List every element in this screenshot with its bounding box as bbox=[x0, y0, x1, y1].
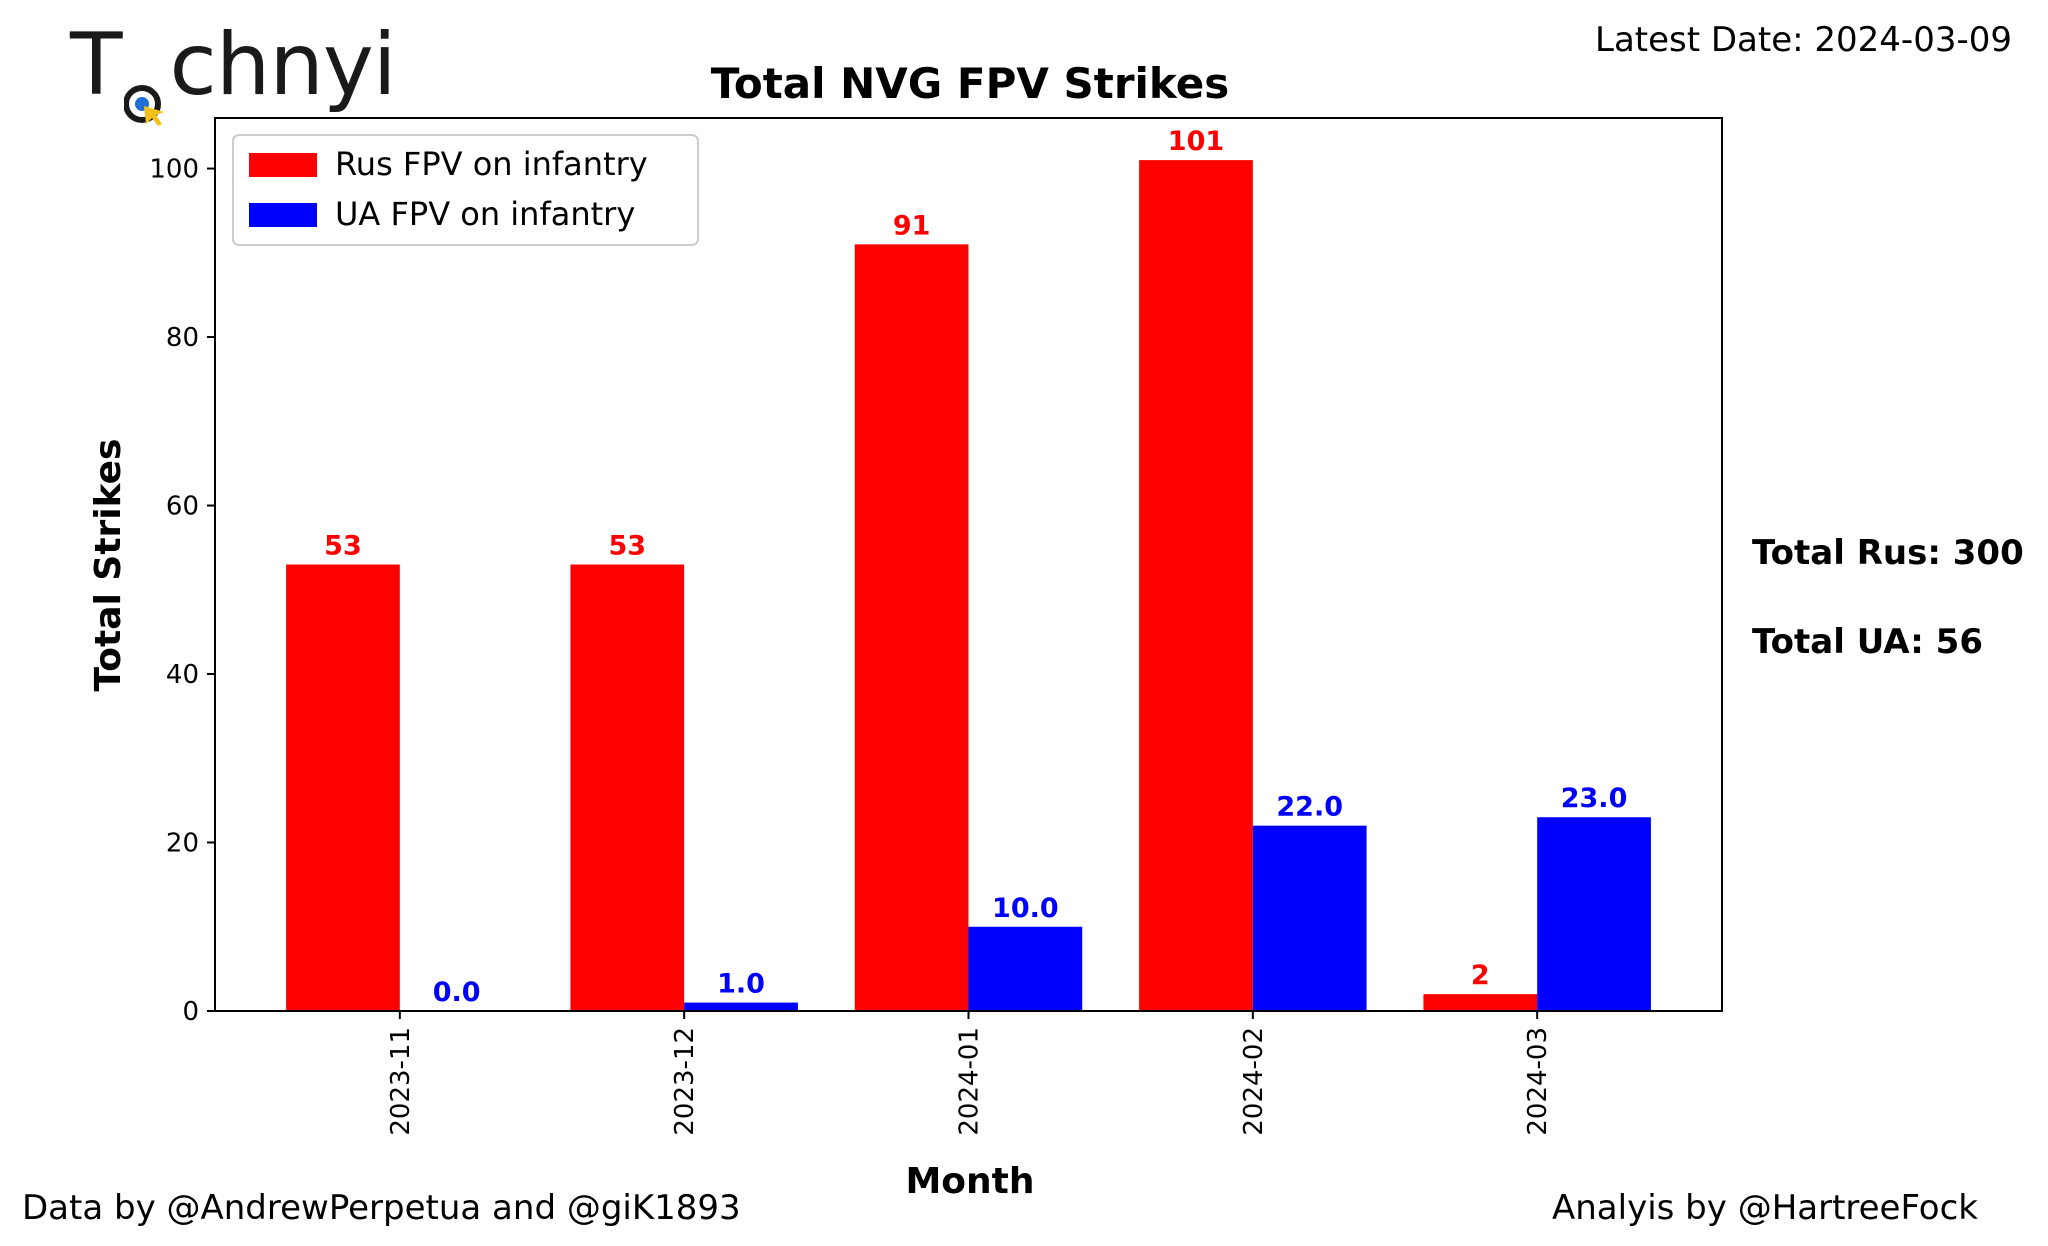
bar-label-rus: 53 bbox=[324, 531, 362, 562]
legend-box bbox=[232, 134, 699, 246]
bar-rus bbox=[286, 564, 400, 1011]
y-tick-label: 80 bbox=[166, 323, 199, 353]
latest-date: Latest Date: 2024-03-09 bbox=[1595, 20, 2012, 60]
bar-label-rus: 53 bbox=[609, 531, 647, 562]
chart-title: Total NVG FPV Strikes bbox=[711, 59, 1229, 108]
legend-swatch-rus bbox=[249, 153, 317, 177]
bar-label-rus: 2 bbox=[1471, 960, 1490, 991]
bar-rus bbox=[1139, 160, 1253, 1012]
bar-label-ua: 10.0 bbox=[992, 893, 1059, 924]
technyi-logo: T chnyi bbox=[70, 15, 397, 126]
logo-target-cursor-icon bbox=[122, 54, 168, 126]
bar-label-ua: 23.0 bbox=[1561, 783, 1628, 814]
plot-frame bbox=[214, 117, 1723, 1012]
bar-label-ua: 22.0 bbox=[1276, 792, 1343, 823]
x-tick-label: 2023-11 bbox=[386, 1027, 416, 1136]
legend-label-rus: Rus FPV on infantry bbox=[335, 145, 648, 183]
legend-swatch-ua bbox=[249, 203, 317, 227]
x-tick-label: 2024-01 bbox=[955, 1027, 985, 1136]
x-tick-label: 2024-02 bbox=[1239, 1027, 1269, 1136]
bar-value-labels: 53 0.0 53 1.0 91 10.0 101 22.0 2 23.0 bbox=[324, 126, 1627, 1008]
bar-rus bbox=[570, 564, 685, 1011]
bar-label-ua: 0.0 bbox=[433, 977, 481, 1008]
data-credit: Data by @AndrewPerpetua and @giK1893 bbox=[22, 1188, 741, 1228]
analysis-credit: Analyis by @HartreeFock bbox=[1552, 1188, 1978, 1228]
y-tick-label: 40 bbox=[166, 660, 199, 690]
bar-ua bbox=[968, 926, 1083, 1011]
logo-text-end: chnyi bbox=[169, 15, 397, 115]
bar-rus bbox=[854, 244, 969, 1011]
y-tick-label: 0 bbox=[182, 997, 199, 1027]
bars bbox=[286, 160, 1651, 1012]
y-axis-ticks: 0 20 40 60 80 100 bbox=[149, 155, 215, 1027]
legend-label-ua: UA FPV on infantry bbox=[335, 195, 635, 233]
x-axis-label: Month bbox=[905, 1161, 1034, 1202]
x-axis-ticks: 2023-11 2023-12 2024-01 2024-02 2024-03 bbox=[386, 1011, 1553, 1136]
bar-ua bbox=[1537, 817, 1651, 1011]
bar-rus bbox=[1423, 994, 1538, 1011]
y-tick-label: 60 bbox=[166, 492, 199, 522]
bar-label-rus: 101 bbox=[1168, 126, 1224, 157]
bar-ua bbox=[1252, 825, 1367, 1011]
x-tick-label: 2023-12 bbox=[670, 1027, 700, 1136]
y-axis-label: Total Strikes bbox=[88, 439, 129, 692]
bar-ua bbox=[684, 1002, 798, 1011]
total-rus-text: Total Rus: 300 bbox=[1752, 533, 2024, 573]
y-tick-label: 20 bbox=[166, 829, 199, 859]
total-ua-text: Total UA: 56 bbox=[1752, 622, 1983, 662]
legend: Rus FPV on infantry UA FPV on infantry bbox=[232, 134, 699, 246]
logo-text-start: T bbox=[70, 15, 123, 115]
bar-label-ua: 1.0 bbox=[717, 969, 765, 1000]
bar-label-rus: 91 bbox=[893, 210, 931, 241]
y-tick-label: 100 bbox=[149, 155, 199, 185]
x-tick-label: 2024-03 bbox=[1523, 1027, 1553, 1136]
